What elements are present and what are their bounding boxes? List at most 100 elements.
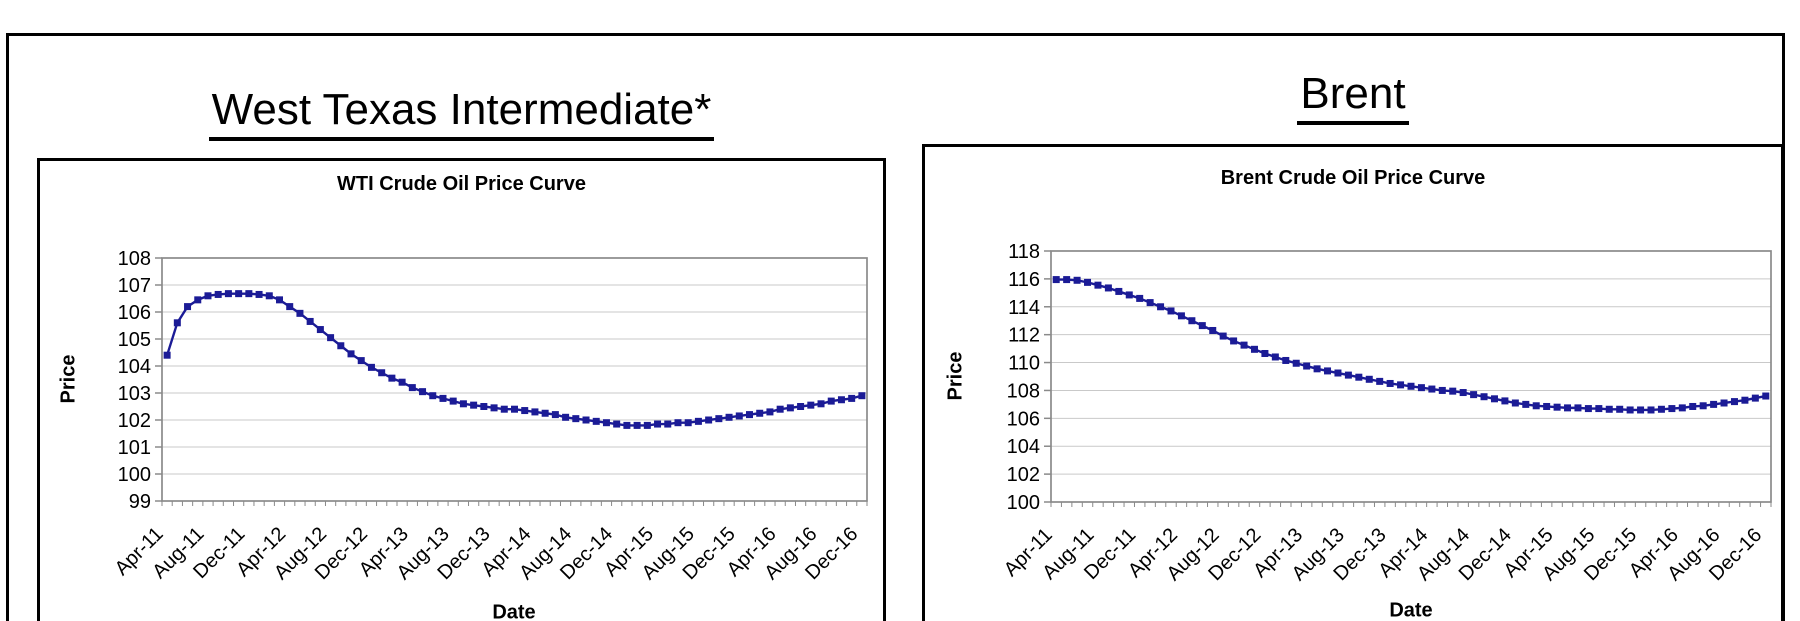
y-tick-label: 106 bbox=[1007, 408, 1040, 430]
y-tick-label: 104 bbox=[118, 356, 151, 378]
series-marker bbox=[1501, 397, 1509, 405]
series-marker bbox=[633, 421, 641, 429]
series-marker bbox=[746, 411, 753, 419]
series-marker bbox=[848, 394, 856, 402]
series-marker bbox=[725, 413, 733, 421]
brent-date-axis-label: Date bbox=[1389, 599, 1433, 621]
y-tick-label: 100 bbox=[1007, 492, 1040, 514]
series-marker bbox=[1386, 379, 1394, 387]
series-marker bbox=[1271, 353, 1279, 361]
series-marker bbox=[592, 417, 600, 425]
series-marker bbox=[817, 400, 825, 408]
plot-border bbox=[1050, 250, 1772, 503]
y-tick-label: 104 bbox=[1007, 436, 1040, 458]
series-marker bbox=[1219, 332, 1227, 340]
series-marker bbox=[602, 419, 610, 427]
series-marker bbox=[459, 400, 467, 408]
series-marker bbox=[1470, 391, 1478, 399]
series-marker bbox=[797, 403, 805, 410]
series-marker bbox=[1198, 322, 1206, 330]
series-marker bbox=[1407, 382, 1415, 390]
series-marker bbox=[562, 413, 570, 421]
wti-chart-box: WTI Crude Oil Price Curve Price Date 99 1… bbox=[37, 158, 886, 621]
series-marker bbox=[1115, 287, 1123, 295]
series-marker bbox=[582, 416, 590, 424]
series-marker bbox=[367, 363, 375, 371]
series-marker bbox=[1720, 399, 1728, 407]
series-marker bbox=[327, 334, 335, 342]
series-marker bbox=[1574, 404, 1582, 412]
series-marker bbox=[1125, 291, 1133, 299]
series-marker bbox=[1313, 365, 1321, 373]
wti-chart-svg: 99100101102103104105106107108Apr-11Aug-1… bbox=[111, 248, 868, 584]
y-tick-label: 114 bbox=[1008, 297, 1040, 319]
series-marker bbox=[1699, 402, 1707, 410]
series-marker bbox=[1104, 284, 1112, 292]
series-marker bbox=[786, 404, 794, 412]
brent-section-heading-text: Brent bbox=[1297, 69, 1409, 126]
series-marker bbox=[1167, 307, 1175, 315]
y-tick-label: 116 bbox=[1008, 269, 1040, 291]
series-marker bbox=[439, 394, 447, 402]
series-marker bbox=[1647, 406, 1655, 414]
series-marker bbox=[163, 351, 171, 359]
series-marker bbox=[541, 409, 549, 417]
series-marker bbox=[1605, 405, 1613, 413]
y-tick-label: 102 bbox=[1007, 464, 1040, 486]
y-tick-label: 99 bbox=[129, 491, 151, 513]
y-tick-label: 100 bbox=[118, 464, 151, 486]
series-marker bbox=[1261, 349, 1269, 357]
series-marker bbox=[1334, 369, 1342, 377]
series-marker bbox=[1564, 404, 1572, 412]
series-marker bbox=[316, 326, 324, 334]
series-marker bbox=[1063, 276, 1071, 284]
series-marker bbox=[1637, 406, 1645, 414]
series-marker bbox=[1376, 377, 1384, 385]
series-marker bbox=[1282, 356, 1290, 364]
series-marker bbox=[224, 290, 232, 298]
series-marker bbox=[276, 296, 283, 304]
series-marker bbox=[1136, 294, 1144, 302]
wti-chart-title: WTI Crude Oil Price Curve bbox=[337, 173, 586, 195]
series-marker bbox=[245, 290, 253, 298]
brent-chart-svg: 100102104106108110112114116118Apr-11Aug-… bbox=[1000, 241, 1772, 585]
series-marker bbox=[705, 416, 713, 424]
series-marker bbox=[286, 303, 294, 311]
series-marker bbox=[1355, 373, 1363, 381]
series-marker bbox=[1657, 405, 1665, 413]
series-marker bbox=[490, 404, 498, 412]
y-tick-label: 112 bbox=[1008, 325, 1040, 347]
y-tick-label: 107 bbox=[118, 275, 151, 297]
series-marker bbox=[1532, 402, 1540, 410]
y-tick-label: 103 bbox=[118, 383, 151, 405]
series-marker bbox=[1303, 362, 1311, 370]
series-marker bbox=[1177, 312, 1185, 320]
series-marker bbox=[1250, 345, 1258, 353]
y-tick-label: 106 bbox=[118, 302, 151, 324]
series-marker bbox=[1417, 384, 1425, 392]
series-marker bbox=[613, 420, 621, 428]
series-marker bbox=[1230, 337, 1238, 345]
series-marker bbox=[1710, 400, 1718, 408]
series-marker bbox=[480, 403, 488, 410]
brent-section-heading: Brent bbox=[922, 69, 1784, 126]
series-marker bbox=[204, 292, 212, 300]
series-marker bbox=[470, 401, 478, 409]
series-marker bbox=[766, 408, 774, 416]
series-marker bbox=[255, 290, 263, 298]
series-marker bbox=[1678, 404, 1686, 412]
series-marker bbox=[1146, 299, 1154, 307]
outer-border-box: West Texas Intermediate* Brent WTI Crude… bbox=[6, 33, 1785, 621]
series-marker bbox=[674, 419, 682, 427]
series-marker bbox=[1084, 278, 1092, 286]
series-marker bbox=[531, 408, 539, 416]
series-marker bbox=[776, 405, 784, 413]
series-marker bbox=[511, 405, 518, 413]
series-marker bbox=[521, 407, 529, 415]
series-marker bbox=[837, 396, 845, 404]
series-marker bbox=[1073, 276, 1081, 284]
series-marker bbox=[184, 303, 192, 311]
series-marker bbox=[1292, 359, 1300, 367]
series-marker bbox=[1584, 405, 1592, 413]
